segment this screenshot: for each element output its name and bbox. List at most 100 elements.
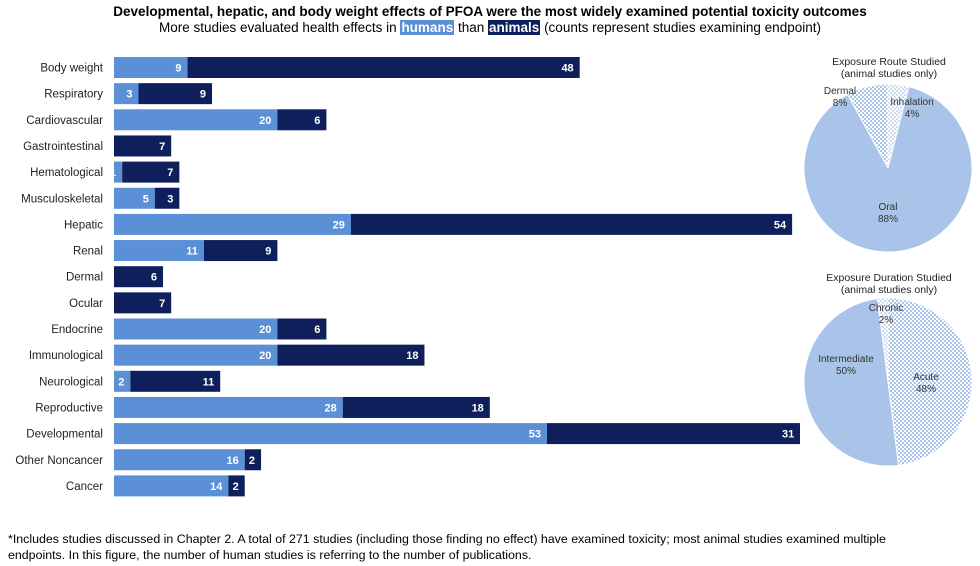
bar-humans [114,240,204,262]
pie-label-oral: Oral [879,202,898,213]
bar-humans [114,83,139,105]
category-label: Ocular [69,298,103,310]
pie-label-intermediate: Intermediate [818,354,874,365]
bar-animals [203,240,278,262]
pie-label-chronic: Chronic [869,303,903,314]
bar-animals [244,449,262,471]
category-label: Developmental [26,429,103,441]
category-label: Gastrointestinal [23,141,103,153]
value-label-animals: 7 [167,167,173,179]
subtitle-pre: More studies evaluated health effects in [159,20,397,35]
bar-animals [277,318,327,340]
value-label-humans: 20 [259,324,271,336]
value-label-humans: 53 [529,429,541,441]
value-label-animals: 2 [249,455,255,467]
value-label-humans: 29 [333,219,345,231]
bar-animals [130,370,221,392]
category-label: Cardiovascular [26,115,103,127]
bar-animals [122,161,180,183]
value-label-humans: 9 [175,63,181,75]
pie-pct-acute: 48% [916,384,936,395]
bar-animals [228,475,245,497]
value-label-humans: 20 [259,115,271,127]
value-label-humans: 2 [118,376,124,388]
pie-pct-oral: 88% [878,214,898,225]
category-label: Musculoskeletal [21,193,103,205]
value-label-humans: 11 [186,246,198,258]
value-label-humans: 28 [325,402,337,414]
bar-animals [154,187,180,209]
category-label: Hepatic [64,219,103,231]
subtitle-mid: than [457,20,485,35]
pie-route-title-line2: (animal studies only) [840,68,938,80]
bar-animals [547,423,800,445]
value-label-animals: 48 [561,63,573,75]
bar-animals [277,344,425,366]
pie-slice-acute [887,298,973,466]
value-label-animals: 31 [782,429,794,441]
pie-pct-dermal: 8% [833,98,848,109]
bar-humans [114,396,343,418]
value-label-animals: 54 [774,219,787,231]
category-label: Immunological [29,350,103,362]
pie-pct-inhalation: 4% [905,109,920,120]
bar-humans [114,475,229,497]
bar-chart: Body weight 9 48 Respiratory 3 9 Cardiovascula… [15,57,800,497]
category-label: Cancer [66,481,103,493]
bar-animals [277,109,327,131]
footnote: *Includes studies discussed in Chapter 2… [8,531,976,563]
value-label-humans: 3 [126,89,132,101]
pie-route-title-line1: Exposure Route Studied [832,56,946,68]
bar-animals [342,396,490,418]
bar-animals [114,292,172,314]
chart-title: Developmental, hepatic, and body weight … [113,4,867,19]
value-label-animals: 7 [159,298,165,310]
bar-animals [138,83,213,105]
category-label: Respiratory [44,89,103,101]
pie-duration-title: Exposure Duration Studied (animal studie… [800,272,978,296]
chart-subtitle: More studies evaluated health effects in… [0,20,980,35]
category-label: Hematological [30,167,103,179]
value-label-humans: 14 [210,481,223,493]
pie-label-acute: Acute [913,372,939,383]
value-label-animals: 9 [200,89,206,101]
category-label: Neurological [39,376,103,388]
footnote-line2: endpoints. In this figure, the number of… [8,548,532,562]
pie-slice-dermal [846,84,889,169]
bar-animals [187,57,580,78]
value-label-animals: 9 [265,246,271,258]
value-label-animals: 6 [314,115,320,127]
pie-route-title: Exposure Route Studied (animal studies o… [800,56,978,80]
pie-duration-title-line2: (animal studies only) [840,284,938,296]
category-label: Renal [73,246,103,258]
bar-animals [114,135,172,157]
bar-humans [114,370,131,392]
bar-humans [114,109,278,131]
pie-label-inhalation: Inhalation [890,97,933,108]
value-label-humans: 5 [143,193,149,205]
bar-humans [114,344,278,366]
bar-humans [114,213,351,235]
value-label-animals: 18 [406,350,418,362]
value-label-animals: 3 [167,193,173,205]
pie-slice-intermediate [803,298,900,467]
value-label-animals: 18 [472,402,484,414]
bar-humans [114,449,245,471]
bar-humans [114,318,278,340]
pie-slice-chronic [876,298,889,383]
bar-animals [350,213,793,235]
footnote-line1: *Includes studies discussed in Chapter 2… [8,532,886,546]
value-label-animals: 2 [233,481,239,493]
category-label: Reproductive [35,402,103,414]
bar-animals [114,266,164,288]
value-label-animals: 6 [314,324,320,336]
category-label: Other Noncancer [15,455,103,467]
value-label-humans: 20 [259,350,271,362]
subtitle-post: (counts represent studies examining endp… [544,20,821,35]
category-label: Endocrine [51,324,103,336]
value-label-humans: 1 [110,167,116,179]
pie-label-dermal: Dermal [824,86,856,97]
category-label: Dermal [66,272,103,284]
